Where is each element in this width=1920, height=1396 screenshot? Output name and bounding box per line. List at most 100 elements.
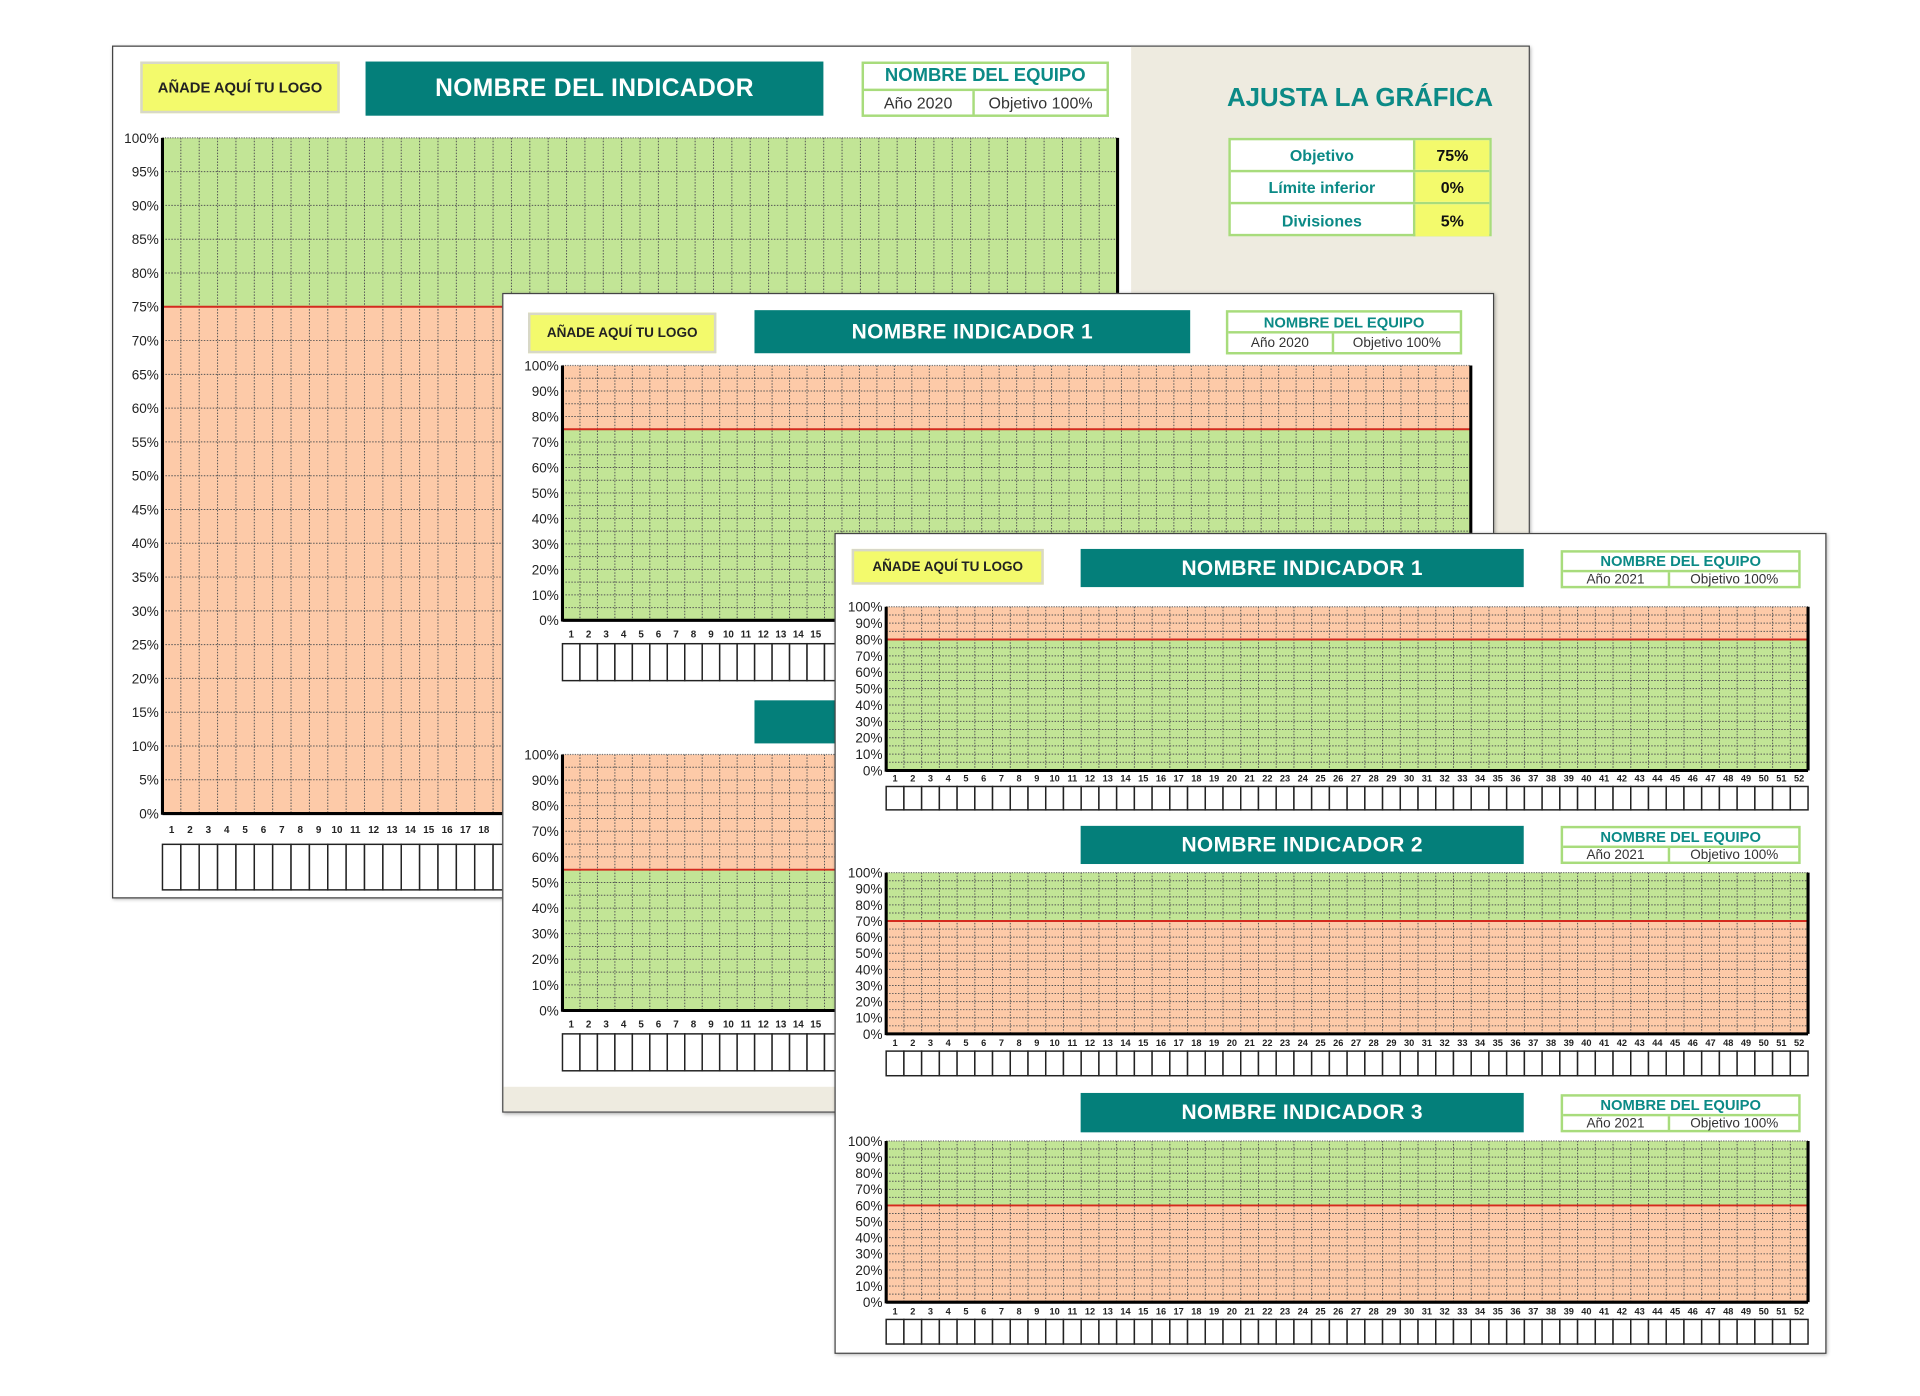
week-value-cell[interactable] xyxy=(736,1033,756,1072)
week-value-cell[interactable] xyxy=(1098,1318,1118,1345)
team-name[interactable]: NOMBRE DEL EQUIPO xyxy=(1228,313,1460,334)
week-value-cell[interactable] xyxy=(649,1033,669,1072)
team-name[interactable]: NOMBRE DEL EQUIPO xyxy=(1563,553,1799,573)
team-name[interactable]: NOMBRE DEL EQUIPO xyxy=(1563,828,1799,849)
week-value-cell[interactable] xyxy=(1470,1318,1490,1345)
week-value-cell[interactable] xyxy=(684,1033,703,1072)
week-value-cell[interactable] xyxy=(1027,1318,1047,1345)
week-value-cell[interactable] xyxy=(1789,1318,1809,1345)
week-value-cell[interactable] xyxy=(666,1033,686,1072)
week-value-cell[interactable] xyxy=(1594,1318,1614,1345)
indicator-title-2[interactable]: NOMBRE INDICADOR 2 xyxy=(1080,825,1524,865)
week-value-cell[interactable] xyxy=(437,843,458,891)
week-value-cell[interactable] xyxy=(631,1033,651,1072)
week-value-cell[interactable] xyxy=(885,1318,905,1345)
week-value-cell[interactable] xyxy=(1789,785,1809,811)
team-name[interactable]: NOMBRE DEL EQUIPO xyxy=(1563,1097,1799,1117)
week-value-cell[interactable] xyxy=(1647,1318,1667,1345)
week-value-cell[interactable] xyxy=(1293,1318,1313,1345)
week-value-cell[interactable] xyxy=(1328,1318,1348,1345)
team-objective[interactable]: Objetivo 100% xyxy=(1690,848,1779,863)
week-value-cell[interactable] xyxy=(1115,1318,1136,1345)
team-year[interactable]: Año 2020 xyxy=(864,90,975,115)
divisions-input[interactable]: 5% xyxy=(1415,204,1490,237)
week-value-cell[interactable] xyxy=(308,843,329,891)
week-value-cell[interactable] xyxy=(1044,1318,1065,1345)
week-value-cell[interactable] xyxy=(1186,1318,1207,1345)
logo-placeholder[interactable]: AÑADE AQUÍ TU LOGO xyxy=(140,61,340,114)
week-value-cell[interactable] xyxy=(920,1318,941,1345)
week-value-cell[interactable] xyxy=(1700,1318,1721,1345)
week-value-cell[interactable] xyxy=(974,1318,994,1345)
week-value-cell[interactable] xyxy=(1435,1318,1455,1345)
week-value-cell[interactable] xyxy=(561,1033,581,1072)
week-value-cell[interactable] xyxy=(1169,1318,1189,1345)
week-value-cell[interactable] xyxy=(1310,1318,1331,1345)
week-value-cell[interactable] xyxy=(400,843,421,891)
week-value-cell[interactable] xyxy=(1683,1318,1703,1345)
indicator-title-1[interactable]: NOMBRE INDICADOR 1 xyxy=(1080,548,1524,588)
team-year[interactable]: Año 2021 xyxy=(1563,848,1671,863)
lower-limit-input[interactable]: 0% xyxy=(1415,172,1490,202)
week-value-cell[interactable] xyxy=(1399,1318,1419,1345)
week-value-cell[interactable] xyxy=(382,843,402,891)
week-value-cell[interactable] xyxy=(903,1318,923,1345)
week-value-cell[interactable] xyxy=(161,843,182,891)
week-value-cell[interactable] xyxy=(1062,1318,1082,1345)
objective-input[interactable]: 75% xyxy=(1415,140,1490,170)
week-value-cell[interactable] xyxy=(418,843,439,891)
team-name[interactable]: NOMBRE DEL EQUIPO xyxy=(864,64,1107,91)
week-value-cell[interactable] xyxy=(1257,1318,1277,1345)
week-value-cell[interactable] xyxy=(1630,1318,1650,1345)
week-value-cell[interactable] xyxy=(1222,1318,1242,1345)
week-value-cell[interactable] xyxy=(1576,1318,1597,1345)
week-value-cell[interactable] xyxy=(579,1033,599,1072)
week-value-cell[interactable] xyxy=(1381,1318,1402,1345)
week-value-cell[interactable] xyxy=(1133,1318,1153,1345)
team-objective[interactable]: Objetivo 100% xyxy=(1352,335,1441,351)
week-value-cell[interactable] xyxy=(1346,1318,1366,1345)
week-value-cell[interactable] xyxy=(718,1033,738,1072)
week-value-cell[interactable] xyxy=(180,843,200,891)
team-objective[interactable]: Objetivo 100% xyxy=(1690,1116,1779,1132)
team-objective[interactable]: Objetivo 100% xyxy=(988,93,1093,112)
week-value-cell[interactable] xyxy=(1009,1318,1029,1345)
week-value-cell[interactable] xyxy=(1488,1318,1508,1345)
week-value-cell[interactable] xyxy=(198,843,219,891)
week-value-cell[interactable] xyxy=(806,1033,826,1072)
week-value-cell[interactable] xyxy=(1771,1318,1792,1345)
team-year[interactable]: Año 2021 xyxy=(1563,1116,1671,1132)
week-value-cell[interactable] xyxy=(1452,1318,1472,1345)
week-value-cell[interactable] xyxy=(363,843,384,891)
team-year[interactable]: Año 2020 xyxy=(1228,333,1334,353)
indicator-title[interactable]: NOMBRE DEL INDICADOR xyxy=(365,61,824,116)
week-value-cell[interactable] xyxy=(938,1318,958,1345)
week-value-cell[interactable] xyxy=(1364,1318,1384,1345)
week-value-cell[interactable] xyxy=(1718,1318,1738,1345)
week-value-cell[interactable] xyxy=(253,843,274,891)
week-value-cell[interactable] xyxy=(1665,1318,1685,1345)
week-value-cell[interactable] xyxy=(1523,1318,1543,1345)
logo-placeholder[interactable]: AÑADE AQUÍ TU LOGO xyxy=(528,312,717,354)
week-value-cell[interactable] xyxy=(1612,1318,1632,1345)
week-value-cell[interactable] xyxy=(1204,1318,1224,1345)
logo-placeholder[interactable]: AÑADE AQUÍ TU LOGO xyxy=(851,548,1044,585)
week-value-cell[interactable] xyxy=(753,1033,773,1072)
week-value-cell[interactable] xyxy=(1151,1318,1171,1345)
week-value-cell[interactable] xyxy=(455,843,476,891)
week-value-cell[interactable] xyxy=(771,1033,791,1072)
week-value-cell[interactable] xyxy=(1789,1050,1809,1077)
week-value-cell[interactable] xyxy=(1275,1318,1295,1345)
week-value-cell[interactable] xyxy=(991,1318,1012,1345)
week-value-cell[interactable] xyxy=(1754,1318,1774,1345)
indicator-title[interactable]: NOMBRE INDICADOR 1 xyxy=(754,310,1191,354)
week-value-cell[interactable] xyxy=(1559,1318,1579,1345)
week-value-cell[interactable] xyxy=(345,843,366,891)
week-value-cell[interactable] xyxy=(1080,1318,1100,1345)
week-value-cell[interactable] xyxy=(1505,1318,1526,1345)
team-year[interactable]: Año 2021 xyxy=(1563,572,1671,588)
week-value-cell[interactable] xyxy=(701,1033,721,1072)
week-value-cell[interactable] xyxy=(1417,1318,1437,1345)
week-value-cell[interactable] xyxy=(290,843,311,891)
team-objective[interactable]: Objetivo 100% xyxy=(1690,572,1779,588)
